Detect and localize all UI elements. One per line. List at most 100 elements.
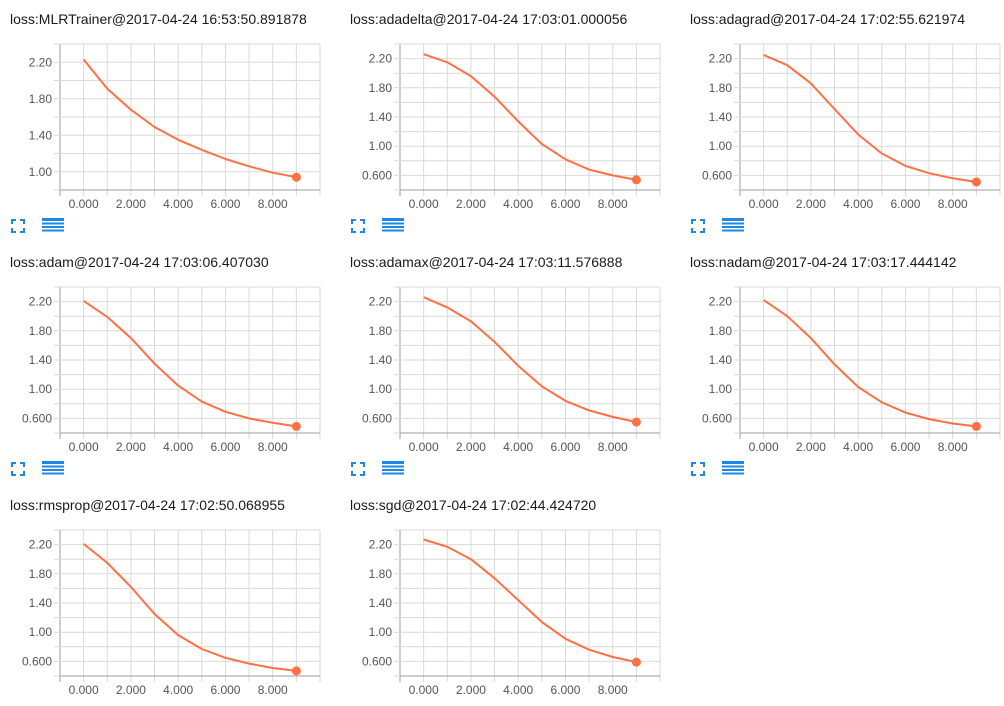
x-tick-label: 4.000 <box>163 440 193 454</box>
expand-chart-button[interactable] <box>350 461 372 479</box>
y-tick-label: 1.00 <box>709 139 733 153</box>
chart-title: loss:MLRTrainer@2017-04-24 16:53:50.8918… <box>10 11 307 27</box>
x-tick-label: 2.000 <box>116 683 146 697</box>
show-data-button[interactable] <box>722 461 744 479</box>
data-table-icon <box>42 461 64 475</box>
data-table-icon <box>382 461 404 475</box>
x-tick-label: 8.000 <box>258 440 288 454</box>
y-tick-label: 1.00 <box>369 382 393 396</box>
series-line <box>423 296 637 424</box>
chart-card-adagrad: loss:adagrad@2017-04-24 17:02:55.621974 … <box>680 0 1004 243</box>
y-tick-label: 2.20 <box>369 295 393 309</box>
y-tick-label: 0.600 <box>702 168 732 182</box>
show-data-button[interactable] <box>382 461 404 479</box>
y-tick-label: 0.600 <box>702 411 732 425</box>
line-chart: 0.600 1.00 1.40 1.80 2.20 0.000 2.000 4.000 6.00… <box>22 529 321 697</box>
chart-card-sgd: loss:sgd@2017-04-24 17:02:44.424720 0.60… <box>340 486 670 706</box>
last-point-marker <box>291 172 301 182</box>
x-tick-label: 2.000 <box>796 440 826 454</box>
y-tick-label: 1.00 <box>29 382 53 396</box>
y-tick-label: 1.80 <box>709 81 733 95</box>
x-tick-label: 4.000 <box>843 197 873 211</box>
series-line <box>82 543 297 672</box>
x-tick-label: 6.000 <box>890 440 920 454</box>
show-data-button[interactable] <box>722 218 744 236</box>
y-tick-label: 2.20 <box>29 55 53 69</box>
y-tick-label: 1.00 <box>709 382 733 396</box>
expand-chart-button[interactable] <box>690 461 712 479</box>
chart-title: loss:rmsprop@2017-04-24 17:02:50.068955 <box>10 497 285 513</box>
x-tick-label: 2.000 <box>456 197 486 211</box>
y-tick-label: 0.600 <box>22 654 52 668</box>
x-tick-label: 0.000 <box>69 197 99 211</box>
data-table-icon <box>42 218 64 232</box>
x-tick-label: 6.000 <box>550 197 580 211</box>
last-point-marker <box>291 421 301 431</box>
y-tick-label: 1.00 <box>29 165 53 179</box>
last-point-marker <box>971 421 981 431</box>
chart-card-adadelta: loss:adadelta@2017-04-24 17:03:01.000056… <box>340 0 670 243</box>
x-tick-label: 6.000 <box>550 440 580 454</box>
x-tick-label: 8.000 <box>598 683 628 697</box>
chart-title: loss:adagrad@2017-04-24 17:02:55.621974 <box>690 11 965 27</box>
chart-card-rmsprop: loss:rmsprop@2017-04-24 17:02:50.068955 … <box>0 486 330 706</box>
last-point-marker <box>971 177 981 187</box>
y-tick-label: 1.80 <box>29 92 53 106</box>
x-tick-label: 6.000 <box>210 197 240 211</box>
series-line <box>83 300 297 428</box>
series-line <box>423 53 637 181</box>
line-chart: 0.600 1.00 1.40 1.80 2.20 0.000 2.000 4.000 6.00… <box>362 43 661 211</box>
x-tick-label: 2.000 <box>116 440 146 454</box>
x-tick-label: 0.000 <box>409 440 439 454</box>
data-table-icon <box>722 461 744 475</box>
line-chart: 0.600 1.00 1.40 1.80 2.20 0.000 2.000 4.000 6.00… <box>362 529 661 697</box>
series-line <box>763 53 977 183</box>
y-tick-label: 1.00 <box>29 625 53 639</box>
expand-chart-button[interactable] <box>10 218 32 236</box>
y-tick-label: 1.80 <box>369 81 393 95</box>
y-tick-label: 2.20 <box>369 538 393 552</box>
series-line <box>423 538 637 664</box>
x-tick-label: 4.000 <box>503 197 533 211</box>
x-tick-label: 0.000 <box>749 197 779 211</box>
chart-title: loss:sgd@2017-04-24 17:02:44.424720 <box>350 497 597 513</box>
chart-title: loss:adamax@2017-04-24 17:03:11.576888 <box>350 254 623 270</box>
y-tick-label: 2.20 <box>709 52 733 66</box>
show-data-button[interactable] <box>382 218 404 236</box>
chart-title: loss:adam@2017-04-24 17:03:06.407030 <box>10 254 269 270</box>
y-tick-label: 1.40 <box>29 353 53 367</box>
y-tick-label: 1.80 <box>369 567 393 581</box>
x-tick-label: 4.000 <box>843 440 873 454</box>
x-tick-label: 4.000 <box>503 683 533 697</box>
data-table-icon <box>382 218 404 232</box>
x-tick-label: 8.000 <box>598 197 628 211</box>
y-tick-label: 1.40 <box>29 596 53 610</box>
last-point-marker <box>631 175 641 185</box>
last-point-marker <box>631 657 641 667</box>
chart-card-adamax: loss:adamax@2017-04-24 17:03:11.576888 0… <box>340 243 670 486</box>
x-tick-label: 6.000 <box>210 683 240 697</box>
line-chart: 0.600 1.00 1.40 1.80 2.20 0.000 2.000 4.000 6.00… <box>702 43 1001 211</box>
chart-title: loss:nadam@2017-04-24 17:03:17.444142 <box>690 254 957 270</box>
expand-chart-button[interactable] <box>10 461 32 479</box>
chart-card-nadam: loss:nadam@2017-04-24 17:03:17.444142 0.… <box>680 243 1004 486</box>
x-tick-label: 4.000 <box>503 440 533 454</box>
y-tick-label: 2.20 <box>29 295 53 309</box>
y-tick-label: 2.20 <box>709 295 733 309</box>
x-tick-label: 8.000 <box>258 197 288 211</box>
series-line <box>82 58 297 179</box>
y-tick-label: 1.00 <box>369 139 393 153</box>
expand-chart-button[interactable] <box>690 218 712 236</box>
y-tick-label: 1.40 <box>709 110 733 124</box>
show-data-button[interactable] <box>42 461 64 479</box>
expand-icon <box>351 462 365 476</box>
y-tick-label: 1.80 <box>709 324 733 338</box>
expand-chart-button[interactable] <box>350 218 372 236</box>
line-chart: 0.600 1.00 1.40 1.80 2.20 0.000 2.000 4.000 6.00… <box>702 286 1001 454</box>
y-tick-label: 2.20 <box>29 538 53 552</box>
x-tick-label: 6.000 <box>890 197 920 211</box>
x-tick-label: 0.000 <box>409 197 439 211</box>
show-data-button[interactable] <box>42 218 64 236</box>
line-chart: 0.600 1.00 1.40 1.80 2.20 0.000 2.000 4.000 6.00… <box>362 286 661 454</box>
y-tick-label: 1.00 <box>369 625 393 639</box>
